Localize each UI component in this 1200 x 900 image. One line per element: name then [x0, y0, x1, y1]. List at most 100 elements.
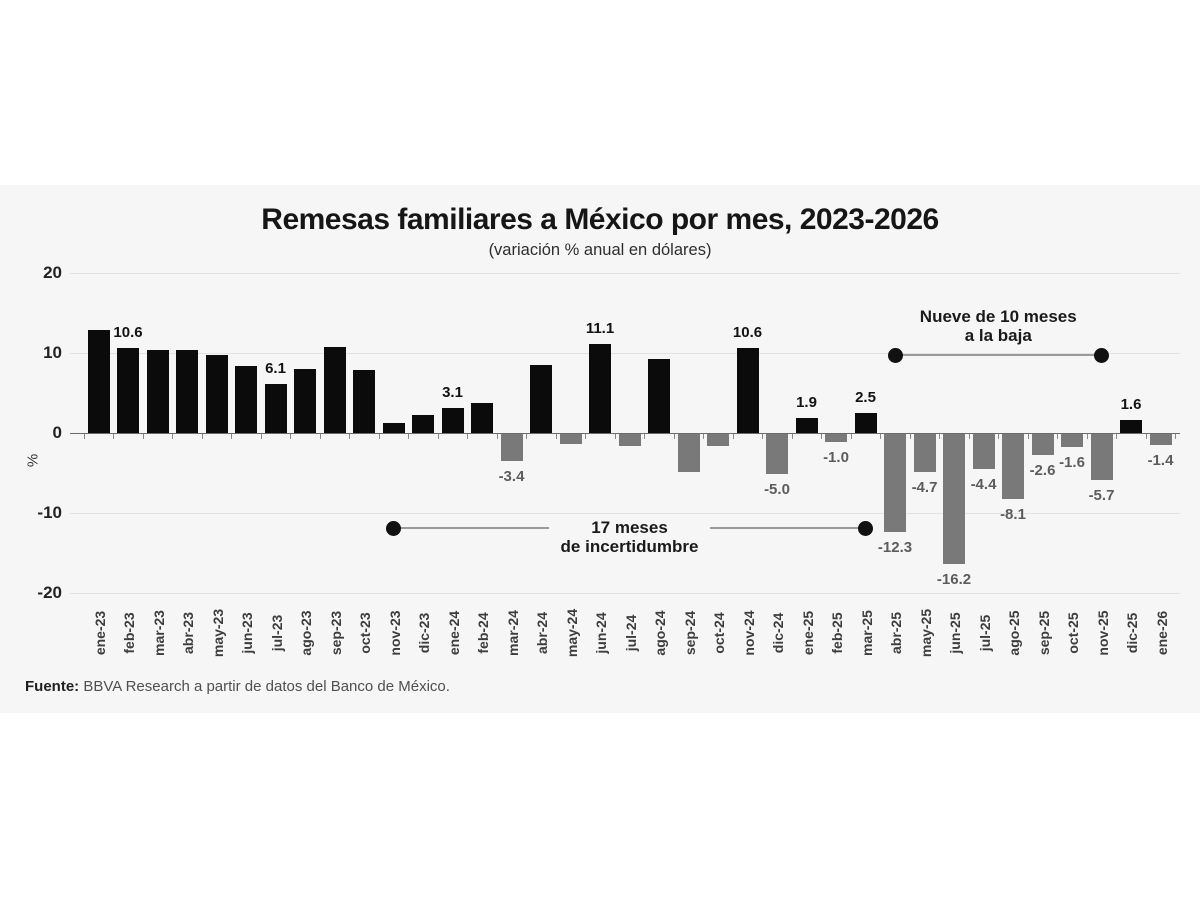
bar-may-25: [913, 434, 936, 472]
annotation-text-line: 17 meses: [591, 518, 668, 538]
value-label-dic-25: 1.6: [1120, 396, 1142, 414]
x-axis-tick: [998, 434, 1000, 439]
value-label-feb-23: 10.6: [113, 324, 143, 342]
y-tick-label-10: 10: [43, 343, 62, 362]
x-label-jun-24: jun-24: [593, 612, 609, 654]
x-axis-tick: [349, 434, 351, 439]
x-label-mar-24: mar-24: [504, 610, 521, 656]
bar-jun-23: [235, 365, 257, 433]
x-label-may-23: may-23: [209, 608, 226, 658]
x-axis-tick: [1145, 434, 1147, 439]
bar-ago-23: [294, 369, 316, 433]
value-label-ago-25: -8.1: [1000, 505, 1026, 523]
bar-jul-25: [972, 434, 995, 470]
x-label-jul-24: jul-24: [622, 614, 639, 652]
annotation-line-a-la-baja: [895, 354, 1102, 356]
gridline--10: [70, 513, 1180, 514]
bar-may-23: [205, 355, 228, 433]
x-axis-tick: [1175, 434, 1177, 439]
x-label-dic-23: dic-23: [416, 612, 432, 654]
x-label-nov-25: nov-25: [1094, 610, 1111, 656]
bar-ago-24: [648, 358, 670, 433]
x-axis-tick: [378, 434, 380, 439]
y-tick-label-0: 0: [52, 423, 62, 442]
x-axis-tick: [290, 434, 292, 439]
gridline--20: [70, 593, 1180, 594]
value-label-jun-24: 11.1: [585, 320, 615, 338]
bar-abr-23: [176, 349, 198, 433]
bar-feb-24: [471, 403, 493, 433]
chart-subtitle: (variación % anual en dólares): [488, 241, 712, 259]
x-axis-tick: [142, 434, 144, 439]
x-axis-tick: [113, 434, 115, 439]
x-axis-tick: [496, 434, 498, 439]
x-axis-tick: [231, 434, 233, 439]
bar-nov-23: [382, 422, 405, 433]
gridline-20: [70, 273, 1180, 274]
x-axis-tick: [1057, 434, 1059, 439]
value-label-jul-25: -4.4: [970, 476, 997, 494]
x-axis-tick: [83, 434, 85, 439]
x-label-oct-23: oct-23: [357, 612, 373, 654]
x-label-ene-24: ene-24: [445, 610, 462, 656]
source-line: Fuente: BBVA Research a partir de datos …: [25, 678, 450, 695]
x-label-ago-25: ago-25: [1006, 610, 1022, 656]
x-label-may-24: may-24: [563, 608, 580, 658]
bar-ene-26: [1149, 434, 1172, 446]
bar-sep-23: [323, 346, 346, 433]
bar-sep-25: [1031, 434, 1054, 455]
x-label-nov-23: nov-23: [386, 610, 403, 656]
x-axis-tick: [909, 434, 911, 439]
annotation-dot-a-la-baja-start: [887, 347, 903, 363]
x-label-ago-23: ago-23: [298, 610, 314, 656]
source-text: BBVA Research a partir de datos del Banc…: [83, 678, 450, 695]
value-label-may-25: -4.7: [911, 478, 938, 496]
value-label-ene-24: 3.1: [442, 384, 463, 402]
x-label-ene-23: ene-23: [91, 610, 108, 656]
bar-ene-23: [87, 329, 110, 433]
x-label-jul-23: jul-23: [268, 614, 285, 652]
x-axis-tick: [408, 434, 410, 439]
x-label-jun-25: jun-25: [947, 612, 963, 654]
annotation-dot-a-la-baja-end: [1094, 347, 1109, 363]
value-label-nov-24: 10.6: [732, 324, 763, 342]
x-label-sep-23: sep-23: [327, 610, 344, 656]
x-label-abr-25: abr-25: [888, 611, 904, 655]
bar-oct-23: [353, 369, 375, 433]
bar-feb-25: [825, 434, 847, 442]
bar-oct-24: [707, 434, 729, 446]
x-label-abr-23: abr-23: [180, 611, 196, 655]
x-label-dic-25: dic-25: [1124, 612, 1140, 654]
bar-sep-24: [677, 434, 700, 473]
x-axis-tick: [791, 434, 793, 439]
bar-dic-25: [1120, 420, 1142, 433]
value-label-dic-24: -5.0: [764, 481, 790, 498]
x-label-mar-25: mar-25: [858, 610, 875, 656]
x-label-jun-23: jun-23: [239, 612, 255, 654]
value-label-mar-25: 2.5: [855, 389, 876, 406]
plot-area: 10.6 6.1 3.1 -3.4 11.1 10.6 -5.0 1.9 -1.0 2.5 -12.…: [70, 273, 1180, 594]
x-axis-tick: [585, 434, 587, 439]
value-label-feb-25: -1.0: [823, 449, 849, 466]
x-label-feb-23: feb-23: [121, 612, 137, 654]
annotation-text-a-la-baja: Nueve de 10 meses a la baja: [920, 307, 1077, 345]
value-label-jul-23: 6.1: [265, 360, 286, 378]
x-axis-tick: [555, 434, 557, 439]
y-axis-unit-label: %: [24, 453, 42, 468]
x-label-may-25: may-25: [917, 608, 934, 658]
bar-feb-23: [117, 348, 139, 433]
bar-may-24: [559, 434, 582, 445]
x-axis-tick: [614, 434, 616, 439]
x-label-ene-26: ene-26: [1153, 610, 1170, 656]
x-axis-tick: [172, 434, 174, 439]
bar-mar-24: [500, 434, 523, 462]
bar-abr-25: [884, 434, 906, 533]
x-axis-tick: [526, 434, 528, 439]
y-tick-label--20: -20: [37, 583, 62, 602]
value-label-sep-25: -2.6: [1029, 461, 1056, 479]
bar-ago-25: [1002, 434, 1024, 499]
bar-ene-25: [795, 417, 818, 433]
x-label-ene-25: ene-25: [799, 610, 816, 656]
annotation-text-incertidumbre: 17 meses de incertidumbre: [548, 518, 711, 557]
